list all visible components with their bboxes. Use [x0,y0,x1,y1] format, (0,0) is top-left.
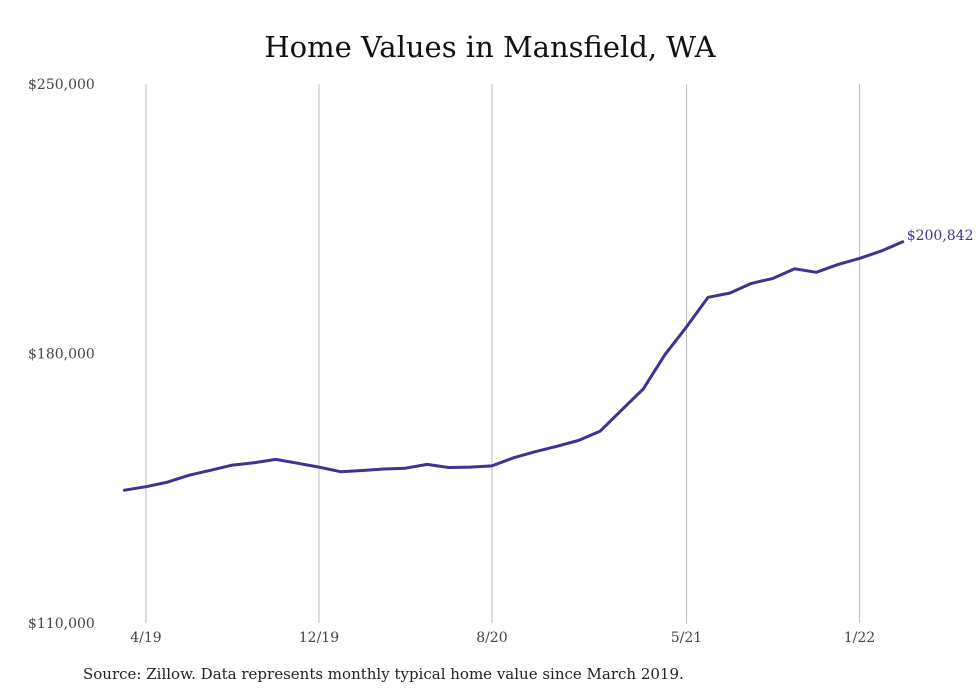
x-tick-label-1: 12/19 [299,630,339,646]
y-tick-label-1: $180,000 [28,347,95,363]
end-label-group: $200,842 [907,228,974,244]
x-axis-labels: 4/19 12/19 8/20 5/21 1/22 [130,630,875,646]
y-axis-labels: $110,000 $180,000 $250,000 [28,77,95,632]
source-note: Source: Zillow. Data represents monthly … [83,665,684,683]
line-chart: $110,000 $180,000 $250,000 4/19 12/19 8/20 5/… [28,77,974,646]
gridlines [145,84,860,623]
x-tick-label-4: 1/22 [844,630,875,646]
y-tick-label-2: $250,000 [28,77,95,93]
x-tick-label-3: 5/21 [671,630,702,646]
series-group [122,240,905,492]
chart-title: Home Values in Mansfield, WA [264,30,716,64]
y-tick-label-0: $110,000 [28,616,95,632]
series-line-0 [122,240,905,492]
end-value-label: $200,842 [907,228,974,244]
x-tick-label-2: 8/20 [476,630,507,646]
x-tick-label-0: 4/19 [130,630,161,646]
